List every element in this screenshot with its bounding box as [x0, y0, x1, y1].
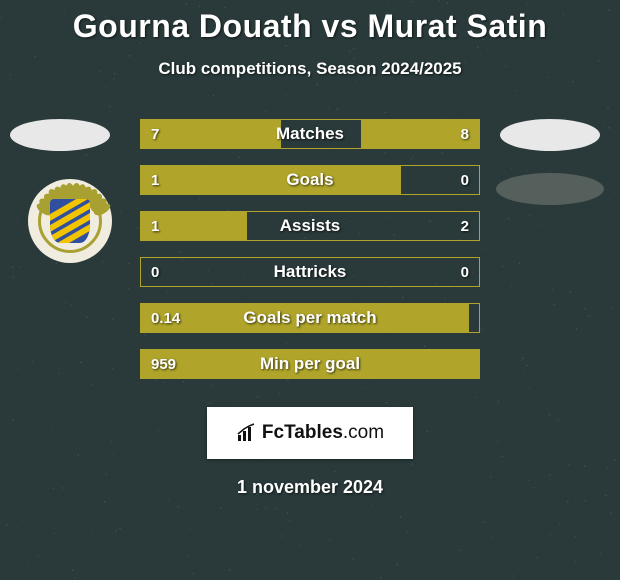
- stat-value-left: 1: [151, 172, 159, 189]
- brand-chart-icon: [236, 423, 256, 443]
- brand-box: FcTables.com: [207, 407, 413, 459]
- subtitle: Club competitions, Season 2024/2025: [0, 59, 620, 79]
- crest-wreath-icon: [38, 189, 102, 253]
- stat-label: Hattricks: [141, 262, 479, 282]
- stat-label: Goals per match: [141, 308, 479, 328]
- stat-row: Goals per match0.14: [140, 303, 480, 333]
- stat-value-left: 7: [151, 126, 159, 143]
- page-title: Gourna Douath vs Murat Satin: [0, 0, 620, 45]
- stat-value-right: 8: [461, 126, 469, 143]
- brand-main: Tables: [284, 422, 343, 443]
- brand-suffix: .com: [343, 422, 384, 443]
- stat-row: Goals1 0: [140, 165, 480, 195]
- crest-shield-icon: [50, 199, 90, 243]
- stat-row: Assists1 2: [140, 211, 480, 241]
- stat-row: Min per goal959: [140, 349, 480, 379]
- stat-value-left: 0: [151, 264, 159, 281]
- brand-text: FcTables.com: [262, 422, 384, 444]
- date-text: 1 november 2024: [0, 477, 620, 498]
- stat-row: Matches7 8: [140, 119, 480, 149]
- bars-container: Matches78Goals10Assists12Hattricks00Goal…: [140, 119, 480, 395]
- player-right-ellipse-icon: [500, 119, 600, 151]
- stat-value-right: 2: [461, 218, 469, 235]
- stat-value-left: 959: [151, 356, 176, 373]
- stat-value-left: 0.14: [151, 310, 180, 327]
- player-left-ellipse-icon: [10, 119, 110, 151]
- stat-label: Min per goal: [141, 354, 479, 374]
- stat-row: Hattricks0 0: [140, 257, 480, 287]
- brand-prefix: Fc: [262, 422, 284, 443]
- stat-label: Goals: [141, 170, 479, 190]
- player-right-ellipse-2-icon: [496, 173, 604, 205]
- stat-value-right: 0: [461, 264, 469, 281]
- stat-value-right: 0: [461, 172, 469, 189]
- club-crest-icon: [28, 179, 112, 263]
- stat-label: Assists: [141, 216, 479, 236]
- content-root: Gourna Douath vs Murat Satin Club compet…: [0, 0, 620, 580]
- stat-label: Matches: [141, 124, 479, 144]
- comparison-chart: Matches78Goals10Assists12Hattricks00Goal…: [0, 119, 620, 389]
- stat-value-left: 1: [151, 218, 159, 235]
